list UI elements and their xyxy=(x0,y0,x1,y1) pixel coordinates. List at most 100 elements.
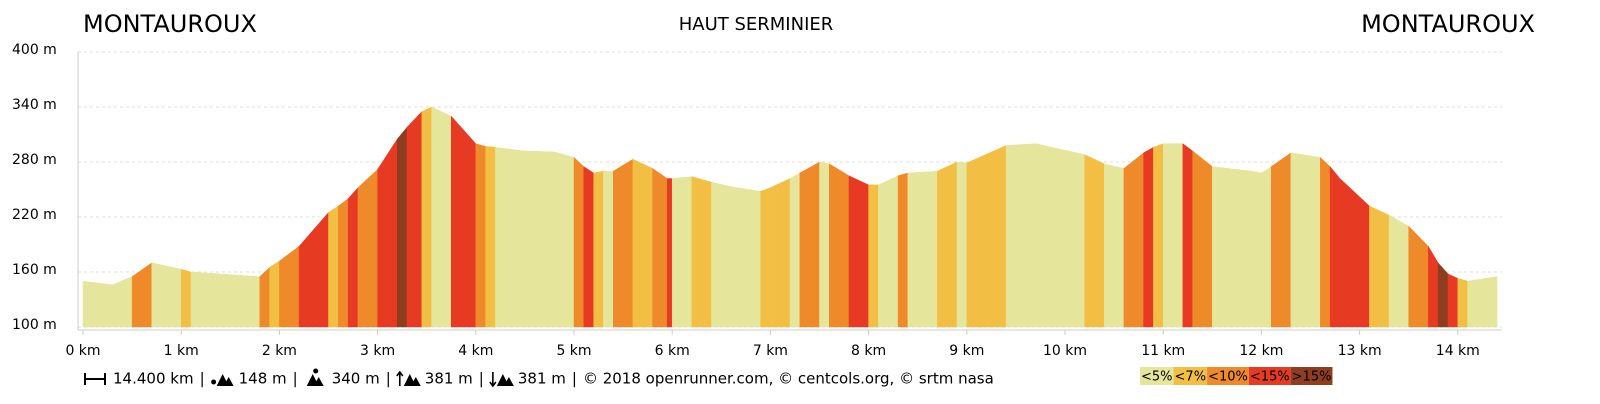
icon-descent xyxy=(489,372,514,388)
profile-segment xyxy=(131,262,152,328)
profile-segment xyxy=(1162,143,1184,328)
end-label: MONTAUROUX xyxy=(1361,10,1535,38)
profile-segment xyxy=(1270,152,1292,328)
profile-segment xyxy=(613,158,634,328)
profile-segment xyxy=(495,147,526,328)
x-tick-label: 3 km xyxy=(360,343,395,359)
legend: <5% <7% <10% <15% >15% xyxy=(1140,367,1333,385)
profile-segment xyxy=(190,271,261,328)
profile-segment xyxy=(1369,205,1390,328)
profile-segment xyxy=(937,161,958,328)
profile-segment xyxy=(1428,245,1439,328)
footer-descent: 381 m xyxy=(518,370,566,388)
profile-segment xyxy=(357,168,378,328)
footer-separator: | xyxy=(386,370,391,388)
x-tick-label: 12 km xyxy=(1239,343,1283,359)
profile-segment xyxy=(151,262,182,328)
profile-segment xyxy=(1467,276,1498,328)
profile-segment xyxy=(347,187,359,328)
profile-segment xyxy=(770,178,791,328)
profile-segment xyxy=(603,170,614,328)
profile-segment xyxy=(799,161,820,328)
profile-segment xyxy=(1035,143,1085,328)
profile-segment xyxy=(1388,214,1409,328)
profile-segment xyxy=(632,158,653,328)
icon-max-elevation xyxy=(306,368,324,386)
x-tick-label: 11 km xyxy=(1141,343,1185,359)
profile-segment xyxy=(406,110,423,328)
profile-segment xyxy=(819,161,830,328)
profile-segment xyxy=(573,156,585,328)
profile-segment xyxy=(730,186,761,328)
profile-segment xyxy=(1290,152,1321,328)
x-tick-label: 0 km xyxy=(65,343,100,359)
profile-segment xyxy=(829,163,850,328)
profile-segment xyxy=(1143,146,1154,328)
chart-title: HAUT SERMINIER xyxy=(679,14,834,35)
profile-segment xyxy=(1339,177,1370,328)
start-label: MONTAUROUX xyxy=(83,10,257,38)
profile-segment xyxy=(956,161,968,328)
profile-segment xyxy=(583,166,594,328)
footer-max-elevation: 340 m xyxy=(332,370,380,388)
legend-label: <15% xyxy=(1250,370,1290,385)
profile-segment xyxy=(789,172,801,328)
x-tick-label: 1 km xyxy=(164,343,199,359)
profile-segment xyxy=(760,187,771,328)
profile-segment xyxy=(298,211,329,328)
profile-segment xyxy=(396,126,408,328)
y-tick-label: 220 m xyxy=(12,207,57,223)
footer-ascent: 381 m xyxy=(425,370,473,388)
profile-segment xyxy=(593,170,604,328)
legend-swatch xyxy=(1248,367,1291,385)
profile-segment xyxy=(1408,225,1429,328)
profile-segment xyxy=(524,150,555,328)
profile-segment xyxy=(1251,170,1262,328)
profile-segment xyxy=(1329,165,1341,328)
legend-label: <10% xyxy=(1208,370,1248,385)
x-tick-label: 5 km xyxy=(556,343,591,359)
legend-label: <7% xyxy=(1175,370,1207,385)
footer: 14.400 km | 148 m | 340 m | 381 m | 381 m | © 2018… xyxy=(84,368,994,388)
icon-ascent xyxy=(396,370,421,386)
y-tick-label: 400 m xyxy=(12,42,57,58)
legend-label: <5% xyxy=(1141,370,1173,385)
profile-segment xyxy=(475,143,486,328)
profile-segment xyxy=(485,146,496,328)
x-tick-label: 2 km xyxy=(262,343,297,359)
y-tick-label: 100 m xyxy=(12,317,57,333)
profile-segment xyxy=(82,280,113,328)
footer-separator: | xyxy=(200,370,205,388)
profile-segment xyxy=(1457,278,1468,328)
profile-segment xyxy=(269,260,280,328)
footer-credits: © 2018 openrunner.com, © centcols.org, ©… xyxy=(583,370,994,388)
profile-segment xyxy=(554,151,575,328)
profile-segment xyxy=(259,266,270,328)
profile-segment xyxy=(1104,163,1125,328)
profile-segment xyxy=(907,170,938,328)
icon-min-elevation xyxy=(211,374,234,386)
x-tick-label: 8 km xyxy=(851,343,886,359)
profile-segment xyxy=(671,176,693,328)
legend-swatch xyxy=(1173,367,1208,385)
x-tick-label: 7 km xyxy=(753,343,788,359)
footer-separator: | xyxy=(572,370,577,388)
x-tick-label: 6 km xyxy=(655,343,690,359)
profile-segment xyxy=(279,245,300,328)
footer-separator: | xyxy=(479,370,484,388)
footer-min-elevation: 148 m xyxy=(239,370,287,388)
x-tick-label: 13 km xyxy=(1338,343,1382,359)
y-tick-label: 280 m xyxy=(12,152,57,168)
profile-segment xyxy=(451,115,477,328)
profile-segment xyxy=(1192,150,1213,328)
x-tick-label: 10 km xyxy=(1043,343,1087,359)
profile-segment xyxy=(1437,262,1449,328)
profile-segment xyxy=(377,138,398,328)
icon-distance xyxy=(84,373,106,385)
profile-segment xyxy=(1320,156,1331,328)
profile-segment xyxy=(1447,273,1459,328)
profile-segment xyxy=(878,175,899,328)
x-tick-label: 9 km xyxy=(949,343,984,359)
